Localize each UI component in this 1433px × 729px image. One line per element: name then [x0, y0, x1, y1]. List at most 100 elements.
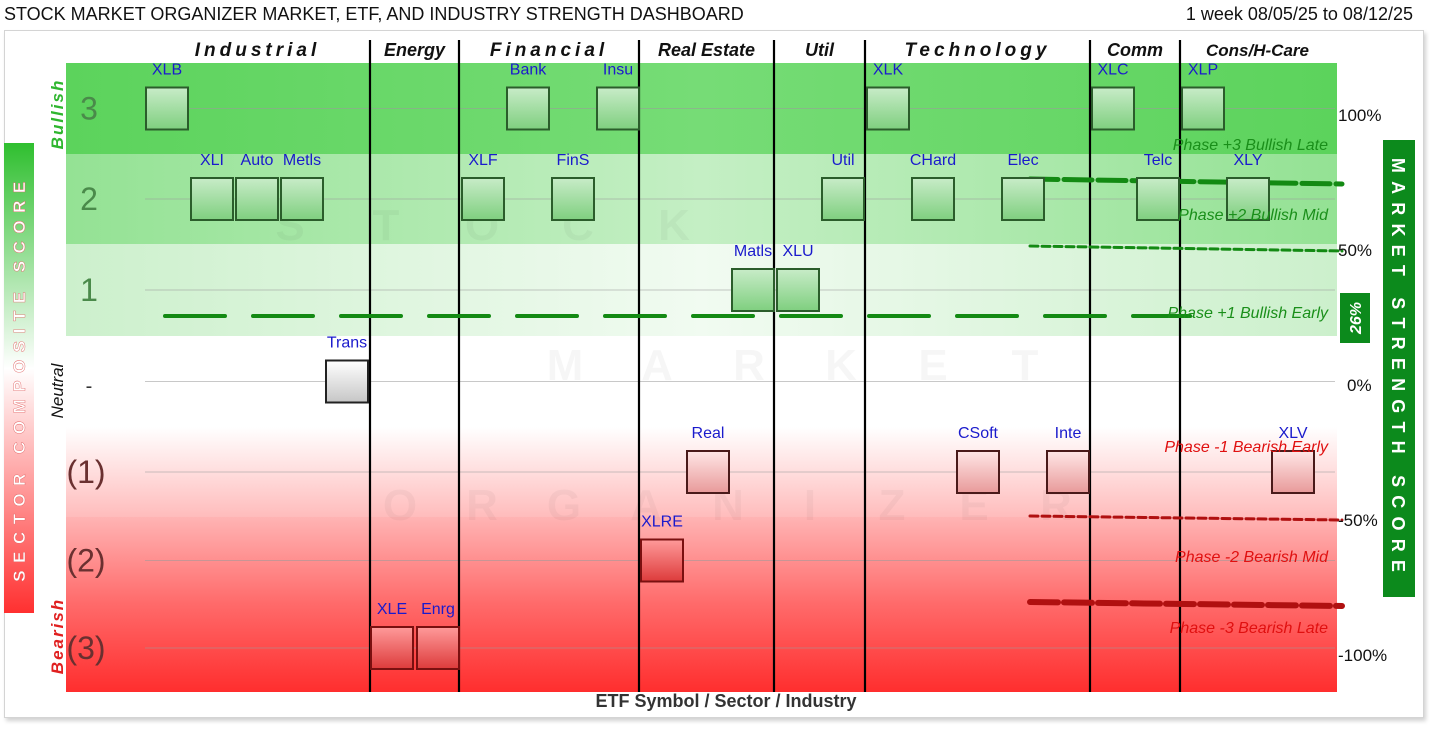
- point-label: XLE: [377, 601, 407, 618]
- page-title: STOCK MARKET ORGANIZER MARKET, ETF, AND …: [4, 4, 744, 24]
- point-box: [551, 177, 595, 221]
- point-label: XLU: [782, 243, 813, 260]
- point-box: [1001, 177, 1045, 221]
- phase-line: [1028, 244, 1344, 253]
- zone-label-neutral: Neutral: [48, 362, 67, 418]
- point-label: Matls: [734, 243, 772, 260]
- phase-line: [1028, 514, 1344, 522]
- point-label: XLI: [200, 152, 224, 169]
- point-label: Elec: [1007, 152, 1038, 169]
- point-box: [416, 626, 460, 670]
- band-label: 2: [80, 181, 98, 217]
- phase-label: Phase -1 Bearish Early: [1164, 439, 1329, 456]
- point-box: [866, 86, 910, 131]
- point-label: Trans: [327, 335, 367, 352]
- point-label: XLC: [1097, 62, 1128, 79]
- watermark-letter: T: [1012, 341, 1039, 390]
- point-box: [776, 268, 820, 312]
- band-label: -: [86, 376, 93, 398]
- point-label: XLF: [468, 152, 498, 169]
- x-axis-label: ETF Symbol / Sector / Industry: [595, 691, 856, 711]
- band-label: (3): [66, 630, 105, 666]
- point-label: XLP: [1188, 62, 1218, 79]
- point-box: [506, 86, 550, 131]
- point-box: [461, 177, 505, 221]
- point-label: Bank: [510, 62, 547, 79]
- point-label: Util: [831, 152, 854, 169]
- point-box: [280, 177, 324, 221]
- watermark-letter: R: [733, 341, 765, 390]
- sector-header: Util: [805, 40, 835, 60]
- point-box: [145, 86, 189, 131]
- point-box: [370, 626, 414, 670]
- right-tick-label: -50%: [1338, 511, 1378, 530]
- sector-header: Technology: [905, 40, 1051, 61]
- phase-line: [1027, 176, 1345, 187]
- phase-label: Phase -3 Bearish Late: [1170, 620, 1328, 637]
- point-label: Auto: [241, 152, 274, 169]
- right-axis-bar: [1383, 140, 1415, 597]
- sector-header: Comm: [1107, 40, 1163, 60]
- band-label: 1: [80, 272, 98, 308]
- zone-label-bearish: Bearish: [48, 598, 67, 674]
- watermark-letter: M: [547, 341, 584, 390]
- phase-label: Phase -2 Bearish Mid: [1175, 549, 1329, 566]
- point-box: [821, 177, 865, 221]
- point-label: Enrg: [421, 601, 455, 618]
- point-box: [956, 450, 1000, 494]
- left-axis-label: SECTOR COMPOSITE SCORE: [10, 174, 29, 581]
- point-label: CSoft: [958, 425, 999, 442]
- point-box: [731, 268, 775, 312]
- market-strength-value: 26%: [1348, 302, 1365, 335]
- watermark-letter: Z: [879, 481, 906, 530]
- right-tick-label: -100%: [1338, 646, 1387, 665]
- point-label: FinS: [557, 152, 590, 169]
- point-box: [190, 177, 234, 221]
- point-box: [325, 359, 369, 404]
- watermark-letter: K: [658, 201, 690, 250]
- phase-line: [1027, 599, 1345, 609]
- point-box: [686, 450, 730, 494]
- sector-header: Cons/H-Care: [1206, 41, 1309, 60]
- point-box: [1136, 177, 1180, 221]
- right-tick-label: 100%: [1338, 106, 1381, 125]
- market-strength-badge: [1340, 293, 1370, 343]
- right-tick-label: 0%: [1347, 376, 1372, 395]
- watermark-letter: A: [641, 341, 673, 390]
- point-box: [911, 177, 955, 221]
- watermark-letter: K: [825, 341, 857, 390]
- left-axis-bar: [4, 143, 34, 613]
- watermark-letter: I: [804, 481, 816, 530]
- watermark-letter: R: [466, 481, 498, 530]
- phase-label: Phase +1 Bullish Early: [1167, 305, 1329, 322]
- sector-header: Industrial: [195, 40, 321, 61]
- sector-header: Financial: [490, 40, 608, 61]
- zone-label-bullish: Bullish: [48, 79, 67, 150]
- point-label: XLY: [1233, 152, 1262, 169]
- point-label: Metls: [283, 152, 321, 169]
- point-box: [596, 86, 640, 131]
- right-axis-label: MARKET STRENGTH SCORE: [1388, 158, 1408, 580]
- phase-label: Phase +3 Bullish Late: [1173, 137, 1328, 154]
- point-box: [1181, 86, 1225, 131]
- watermark-letter: G: [547, 481, 581, 530]
- point-label: Telc: [1144, 152, 1172, 169]
- point-box: [1046, 450, 1090, 494]
- watermark-letter: E: [918, 341, 947, 390]
- date-range: 1 week 08/05/25 to 08/12/25: [1185, 4, 1413, 24]
- point-label: Inte: [1055, 425, 1082, 442]
- point-label: XLB: [152, 62, 182, 79]
- point-label: XLV: [1278, 425, 1307, 442]
- point-box: [1271, 450, 1315, 494]
- point-box: [1091, 86, 1135, 131]
- point-box: [235, 177, 279, 221]
- watermark-letter: T: [373, 201, 400, 250]
- band-label: (2): [66, 543, 105, 579]
- point-label: Real: [692, 425, 725, 442]
- watermark-letter: O: [383, 481, 417, 530]
- phase-label: Phase +2 Bullish Mid: [1178, 207, 1329, 224]
- right-tick-label: 50%: [1338, 241, 1372, 260]
- point-label: XLRE: [641, 514, 683, 531]
- point-label: XLK: [873, 62, 904, 79]
